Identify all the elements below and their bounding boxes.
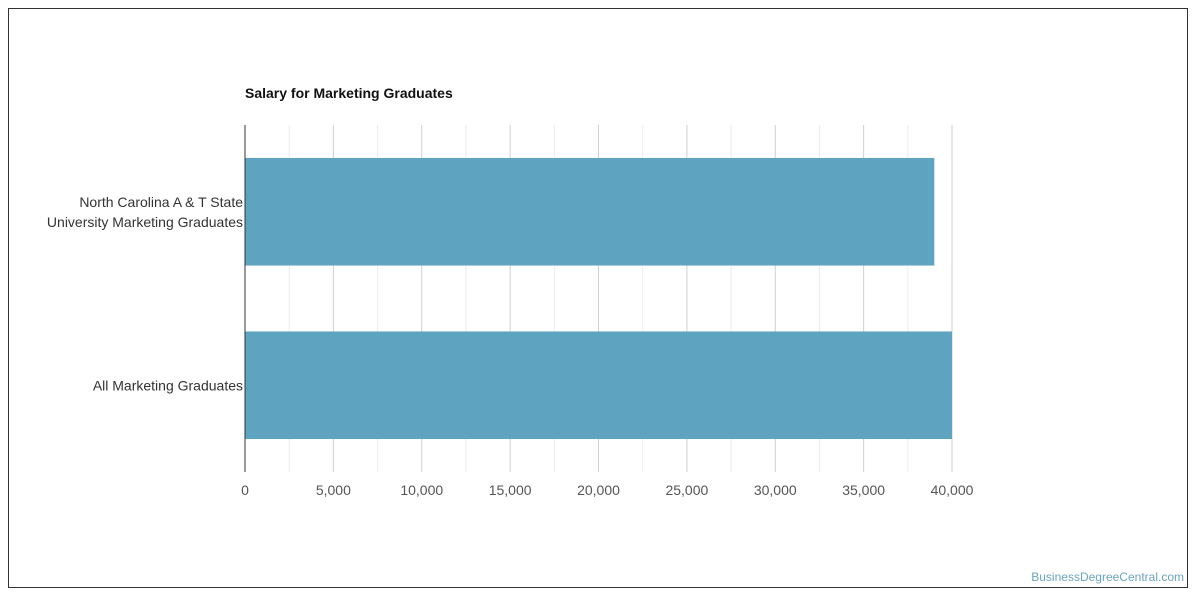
x-tick-label: 40,000 [931, 482, 974, 498]
bar [245, 331, 952, 440]
category-label-line: University Marketing Graduates [47, 214, 243, 230]
labels: North Carolina A & T State University Mar… [47, 194, 974, 498]
x-tick-label: 20,000 [577, 482, 620, 498]
x-tick-label: 0 [241, 482, 249, 498]
x-tick-label: 10,000 [400, 482, 443, 498]
x-tick-label: 30,000 [754, 482, 797, 498]
category-label: All Marketing Graduates [93, 377, 243, 393]
x-tick-label: 15,000 [489, 482, 532, 498]
x-tick-label: 25,000 [665, 482, 708, 498]
category-label: North Carolina A & T State University Mar… [47, 194, 243, 230]
x-tick-label: 35,000 [842, 482, 885, 498]
bars [245, 157, 952, 440]
source-credit: BusinessDegreeCentral.com [1031, 570, 1184, 584]
bar [245, 157, 935, 266]
x-tick-label: 5,000 [316, 482, 351, 498]
category-label-line: North Carolina A & T State [79, 194, 243, 210]
chart-title: Salary for Marketing Graduates [245, 85, 453, 101]
category-label-line: All Marketing Graduates [93, 377, 243, 393]
